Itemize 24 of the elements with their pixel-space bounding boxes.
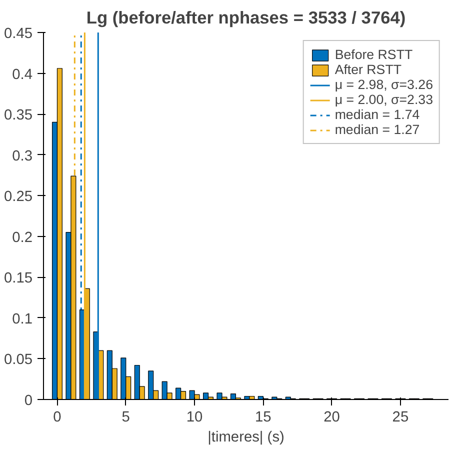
legend-label: Before RSTT <box>334 47 413 62</box>
y-tick-label: 0.1 <box>12 311 32 328</box>
x-tick-label: 10 <box>186 410 203 426</box>
x-tick-label: 5 <box>122 410 130 426</box>
legend-label: median = 1.27 <box>334 122 420 137</box>
legend-label: median = 1.74 <box>334 107 420 122</box>
y-tick-label: 0.25 <box>4 189 33 206</box>
legend-label: μ = 2.00, σ=2.33 <box>334 92 433 107</box>
y-tick-label: 0.4 <box>12 66 32 83</box>
chart-title: Lg (before/after nphases = 3533 / 3764) <box>86 8 406 28</box>
x-tick-label: 15 <box>255 410 272 426</box>
x-axis-title: |timeres| (s) <box>208 430 284 446</box>
y-tick-label: 0.2 <box>12 230 32 246</box>
x-tick-label: 25 <box>392 410 409 426</box>
y-tick-label: 0.45 <box>4 26 33 42</box>
x-tick-label: 0 <box>53 410 62 426</box>
y-tick-label: 0 <box>24 393 33 409</box>
x-tick-label: 20 <box>324 410 340 426</box>
y-tick-label: 0.05 <box>4 352 33 368</box>
legend-label: After RSTT <box>334 62 402 77</box>
y-tick-label: 0.35 <box>4 108 33 124</box>
y-tick-label: 0.3 <box>12 148 32 164</box>
y-tick-label: 0.15 <box>4 270 33 287</box>
legend-label: μ = 2.98, σ=3.26 <box>334 77 433 92</box>
